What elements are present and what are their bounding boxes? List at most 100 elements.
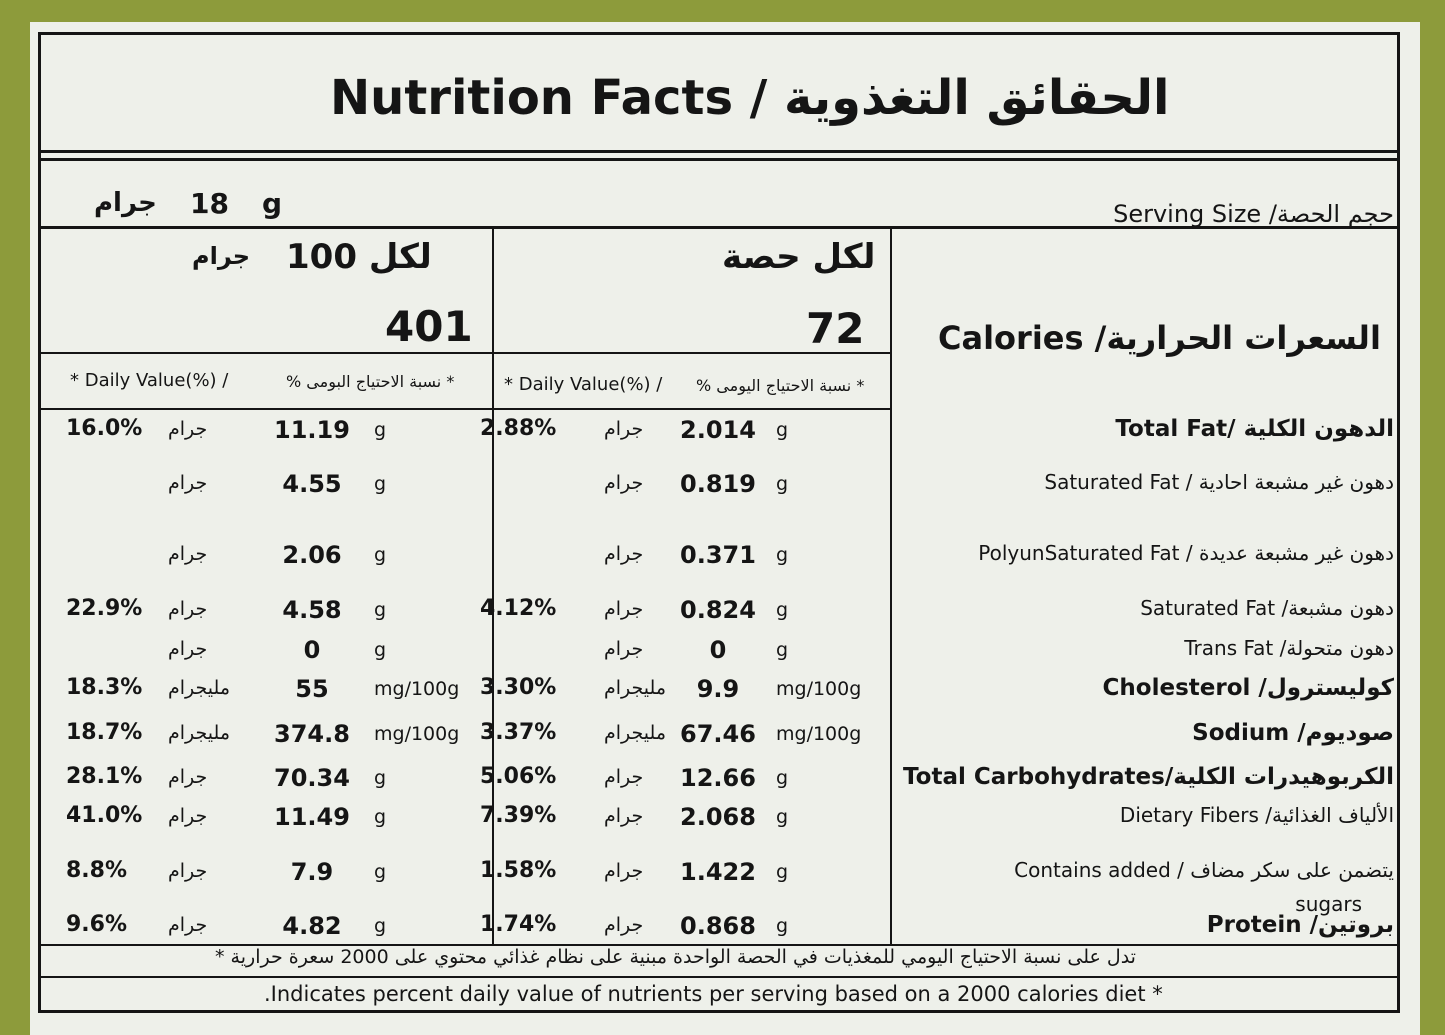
amount: 67.46 (680, 720, 756, 748)
nutrient-label: Total Fat/ الدهون الكلية (1115, 416, 1394, 442)
amount: 2.06 (282, 541, 342, 569)
unit-ar: جرام (604, 805, 644, 827)
calories-value: 72 (806, 304, 865, 353)
col-rule (492, 228, 494, 946)
nutrient-label: Total Carbohydrates/الكربوهيدرات الكلية (903, 764, 1394, 790)
unit-ar: جرام (168, 914, 208, 936)
unit: g (374, 915, 387, 937)
amount: 0.371 (680, 541, 756, 569)
border (38, 1010, 1400, 1013)
unit: g (374, 544, 387, 566)
unit-ar: جرام (168, 766, 208, 788)
title: Nutrition Facts / الحقائق التغذوية (330, 70, 1170, 126)
amount: 0.824 (680, 596, 756, 624)
nutrient-label: Sodium /صوديوم (1192, 720, 1394, 746)
label-card: Nutrition Facts / الحقائق التغذوية Servi… (30, 22, 1420, 1035)
daily-value: 18.3% (66, 675, 143, 700)
unit-ar: جرام (168, 472, 208, 494)
unit: g (776, 806, 789, 828)
column-heading-unit: جرام (192, 242, 251, 270)
serving-label: Serving Size /حجم الحصة (1113, 200, 1394, 228)
unit: g (374, 806, 387, 828)
amount: 11.49 (274, 803, 350, 831)
unit-ar: جرام (604, 472, 644, 494)
daily-value: 2.88% (480, 416, 557, 441)
amount: 70.34 (274, 764, 350, 792)
dv-heading: % نسبة الاحتياج اليومى * (696, 376, 865, 395)
unit: g (374, 639, 387, 661)
amount: 2.014 (680, 416, 756, 444)
unit: g (776, 861, 789, 883)
footnote-en: .Indicates percent daily value of nutrie… (264, 982, 1163, 1006)
rule (38, 976, 1400, 978)
serving-amount: 18 (190, 187, 229, 220)
amount: 4.58 (282, 596, 342, 624)
unit: g (374, 599, 387, 621)
rule (38, 408, 891, 410)
unit-ar: جرام (604, 543, 644, 565)
daily-value: 9.6% (66, 912, 128, 937)
serving-unit: g (262, 187, 283, 220)
amount: 4.82 (282, 912, 342, 940)
daily-value: 28.1% (66, 764, 143, 789)
unit-ar: جرام (168, 805, 208, 827)
nutrient-label: Dietary Fibers /الألياف الغذائية (1119, 803, 1394, 827)
unit: g (776, 473, 789, 495)
unit-ar: جرام (168, 638, 208, 660)
unit-ar: جرام (168, 543, 208, 565)
daily-value: 1.58% (480, 858, 557, 883)
unit: mg/100g (776, 678, 862, 700)
border (38, 32, 41, 1012)
serving-unit-ar: جرام (94, 188, 157, 218)
unit-ar: جرام (604, 860, 644, 882)
border (38, 32, 1400, 35)
amount: 11.19 (274, 416, 350, 444)
unit-ar: مليجرام (168, 722, 230, 744)
nutrient-label: Contains added / يتضمن على سكر مضاف (1014, 858, 1394, 882)
unit-ar: مليجرام (604, 677, 666, 699)
border (1397, 32, 1400, 1012)
nutrient-label: Protein /بروتين (1206, 912, 1394, 938)
unit-ar: جرام (168, 598, 208, 620)
unit-ar: جرام (604, 766, 644, 788)
daily-value: 3.37% (480, 720, 557, 745)
daily-value: 3.30% (480, 675, 557, 700)
column-heading: لكل حصة (722, 237, 876, 277)
unit-ar: جرام (604, 914, 644, 936)
column-heading: لكل 100 (286, 237, 432, 277)
unit-ar: جرام (168, 860, 208, 882)
unit-ar: مليجرام (168, 677, 230, 699)
amount: 0.819 (680, 470, 756, 498)
unit: g (776, 419, 789, 441)
unit: g (776, 767, 789, 789)
amount: 1.422 (680, 858, 756, 886)
daily-value: 8.8% (66, 858, 128, 883)
rule (38, 226, 1400, 229)
daily-value: 18.7% (66, 720, 143, 745)
dv-heading: * Daily Value(%) / (504, 374, 663, 395)
calories-label: Calories /السعرات الحرارية (938, 319, 1381, 357)
unit: g (374, 419, 387, 441)
nutrient-label: Saturated Fat /دهون مشبعة (1140, 596, 1394, 620)
footnote-ar: * تدل على نسبة الاحتياج اليومي للمغذيات … (215, 946, 1136, 968)
amount: 7.9 (290, 858, 334, 886)
nutrient-label: Trans Fat /دهون متحولة (1184, 636, 1394, 660)
amount: 0 (303, 636, 321, 664)
nutrient-label: PolyunSaturated Fat / دهون غير مشبعة عدي… (978, 541, 1394, 565)
unit-ar: جرام (604, 638, 644, 660)
amount: 374.8 (274, 720, 350, 748)
amount: 2.068 (680, 803, 756, 831)
rule (38, 352, 891, 354)
daily-value: 41.0% (66, 803, 143, 828)
amount: 4.55 (282, 470, 342, 498)
unit-ar: جرام (604, 418, 644, 440)
rule (38, 158, 1400, 161)
amount: 12.66 (680, 764, 756, 792)
col-rule (890, 228, 892, 946)
unit: g (776, 599, 789, 621)
unit-ar: جرام (604, 598, 644, 620)
nutrient-label: Saturated Fat / دهون غير مشبعة احادية (1044, 470, 1394, 494)
unit: mg/100g (374, 723, 460, 745)
unit: mg/100g (776, 723, 862, 745)
